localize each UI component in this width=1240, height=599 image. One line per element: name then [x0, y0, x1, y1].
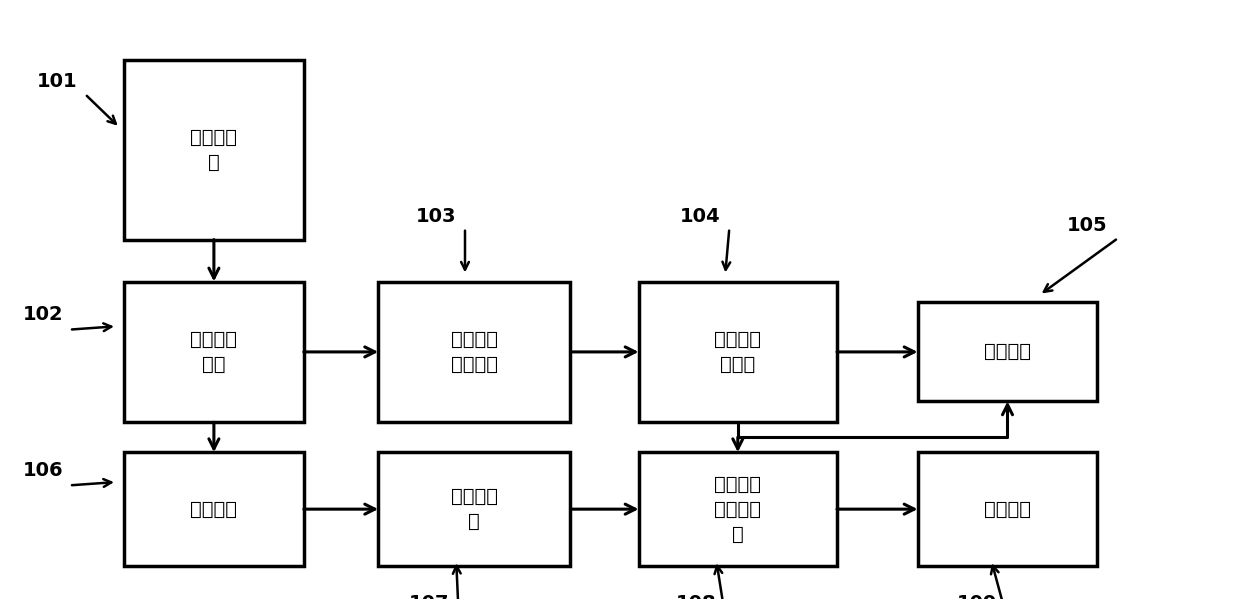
Bar [918, 452, 1097, 566]
Text: 显示设备: 显示设备 [985, 500, 1030, 519]
Bar [639, 282, 837, 422]
Text: 101: 101 [37, 72, 78, 91]
Bar [639, 452, 837, 566]
Text: 显示输出
时序生成
器: 显示输出 时序生成 器 [714, 474, 761, 544]
Text: 107: 107 [409, 594, 450, 599]
Text: 102: 102 [22, 305, 63, 325]
Text: 106: 106 [22, 461, 63, 480]
Text: 108: 108 [676, 594, 717, 599]
Text: 104: 104 [680, 207, 720, 226]
Text: 视频信号
源: 视频信号 源 [191, 128, 237, 172]
Text: 输入时序
检测装置: 输入时序 检测装置 [451, 330, 497, 374]
Bar [124, 60, 304, 240]
Text: 显示控制
器: 显示控制 器 [451, 487, 497, 531]
Bar [378, 452, 570, 566]
Text: 105: 105 [1066, 216, 1107, 235]
Text: 片上缓存: 片上缓存 [191, 500, 237, 519]
Text: 延时控制: 延时控制 [985, 343, 1030, 361]
Text: 自适应调
节装置: 自适应调 节装置 [714, 330, 761, 374]
Bar [124, 282, 304, 422]
Bar [918, 302, 1097, 401]
Bar [378, 282, 570, 422]
Text: 视频输入
接口: 视频输入 接口 [191, 330, 237, 374]
Bar [124, 452, 304, 566]
Text: 109: 109 [957, 594, 998, 599]
Text: 103: 103 [415, 207, 456, 226]
